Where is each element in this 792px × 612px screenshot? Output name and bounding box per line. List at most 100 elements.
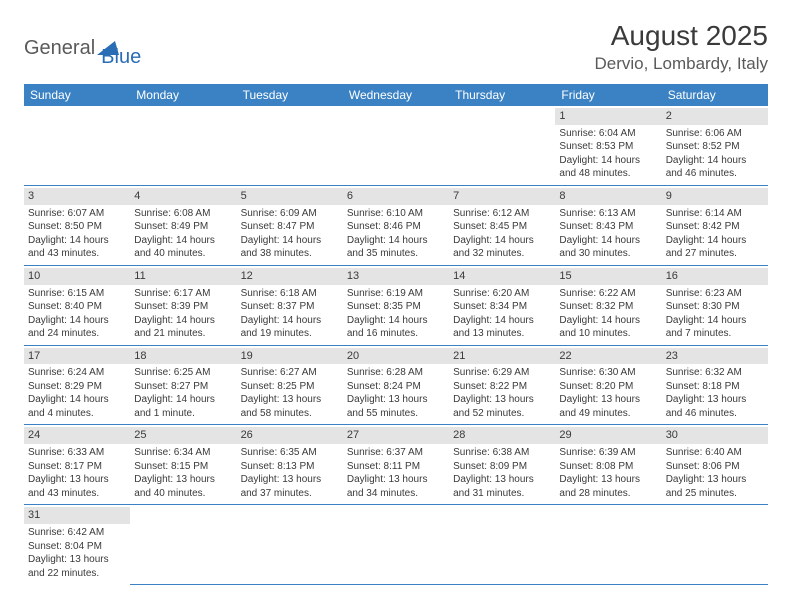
daylight-text: Daylight: 14 hours	[559, 154, 657, 168]
calendar-day: 6Sunrise: 6:10 AMSunset: 8:46 PMDaylight…	[343, 185, 449, 265]
daylight-text: and 31 minutes.	[453, 487, 551, 501]
sunrise-text: Sunrise: 6:18 AM	[241, 287, 339, 301]
sunset-text: Sunset: 8:06 PM	[666, 460, 764, 474]
daylight-text: and 10 minutes.	[559, 327, 657, 341]
daylight-text: and 43 minutes.	[28, 247, 126, 261]
daylight-text: Daylight: 14 hours	[134, 234, 232, 248]
calendar-day: 22Sunrise: 6:30 AMSunset: 8:20 PMDayligh…	[555, 345, 661, 425]
sunrise-text: Sunrise: 6:12 AM	[453, 207, 551, 221]
sunset-text: Sunset: 8:39 PM	[134, 300, 232, 314]
sunset-text: Sunset: 8:25 PM	[241, 380, 339, 394]
calendar-body: 1Sunrise: 6:04 AMSunset: 8:53 PMDaylight…	[24, 106, 768, 584]
calendar-day: 31Sunrise: 6:42 AMSunset: 8:04 PMDayligh…	[24, 505, 130, 584]
calendar-table: SundayMondayTuesdayWednesdayThursdayFrid…	[24, 84, 768, 585]
daylight-text: Daylight: 14 hours	[666, 314, 764, 328]
daylight-text: Daylight: 14 hours	[28, 234, 126, 248]
daylight-text: Daylight: 14 hours	[559, 314, 657, 328]
weekday-header: Saturday	[662, 84, 768, 106]
daylight-text: Daylight: 13 hours	[241, 473, 339, 487]
sunrise-text: Sunrise: 6:24 AM	[28, 366, 126, 380]
day-number: 8	[555, 188, 661, 205]
calendar-day-empty	[555, 505, 661, 584]
daylight-text: and 21 minutes.	[134, 327, 232, 341]
day-number: 25	[130, 427, 236, 444]
sunrise-text: Sunrise: 6:37 AM	[347, 446, 445, 460]
daylight-text: Daylight: 14 hours	[241, 234, 339, 248]
day-number: 17	[24, 348, 130, 365]
daylight-text: Daylight: 13 hours	[347, 393, 445, 407]
location: Dervio, Lombardy, Italy	[594, 54, 768, 74]
day-number: 14	[449, 268, 555, 285]
logo-text-blue: Blue	[101, 46, 141, 69]
calendar-week: 31Sunrise: 6:42 AMSunset: 8:04 PMDayligh…	[24, 505, 768, 584]
sunset-text: Sunset: 8:46 PM	[347, 220, 445, 234]
daylight-text: Daylight: 13 hours	[559, 473, 657, 487]
calendar-day-empty	[237, 106, 343, 185]
sunset-text: Sunset: 8:50 PM	[28, 220, 126, 234]
logo-text-general: General	[24, 37, 95, 60]
day-number: 6	[343, 188, 449, 205]
daylight-text: and 43 minutes.	[28, 487, 126, 501]
calendar-day: 10Sunrise: 6:15 AMSunset: 8:40 PMDayligh…	[24, 265, 130, 345]
sunset-text: Sunset: 8:52 PM	[666, 140, 764, 154]
calendar-day: 1Sunrise: 6:04 AMSunset: 8:53 PMDaylight…	[555, 106, 661, 185]
day-number: 21	[449, 348, 555, 365]
calendar-week: 3Sunrise: 6:07 AMSunset: 8:50 PMDaylight…	[24, 185, 768, 265]
calendar-day: 17Sunrise: 6:24 AMSunset: 8:29 PMDayligh…	[24, 345, 130, 425]
day-number: 31	[24, 507, 130, 524]
weekday-header: Tuesday	[237, 84, 343, 106]
daylight-text: and 22 minutes.	[28, 567, 126, 581]
weekday-header: Wednesday	[343, 84, 449, 106]
calendar-day: 18Sunrise: 6:25 AMSunset: 8:27 PMDayligh…	[130, 345, 236, 425]
calendar-day: 21Sunrise: 6:29 AMSunset: 8:22 PMDayligh…	[449, 345, 555, 425]
sunset-text: Sunset: 8:49 PM	[134, 220, 232, 234]
day-number: 29	[555, 427, 661, 444]
daylight-text: Daylight: 13 hours	[666, 393, 764, 407]
sunrise-text: Sunrise: 6:34 AM	[134, 446, 232, 460]
day-number: 20	[343, 348, 449, 365]
day-number: 27	[343, 427, 449, 444]
sunrise-text: Sunrise: 6:28 AM	[347, 366, 445, 380]
daylight-text: Daylight: 14 hours	[134, 393, 232, 407]
sunset-text: Sunset: 8:53 PM	[559, 140, 657, 154]
sunrise-text: Sunrise: 6:29 AM	[453, 366, 551, 380]
calendar-week: 17Sunrise: 6:24 AMSunset: 8:29 PMDayligh…	[24, 345, 768, 425]
daylight-text: Daylight: 13 hours	[28, 553, 126, 567]
daylight-text: and 58 minutes.	[241, 407, 339, 421]
sunrise-text: Sunrise: 6:13 AM	[559, 207, 657, 221]
daylight-text: Daylight: 13 hours	[28, 473, 126, 487]
sunset-text: Sunset: 8:37 PM	[241, 300, 339, 314]
daylight-text: and 19 minutes.	[241, 327, 339, 341]
day-number: 5	[237, 188, 343, 205]
sunrise-text: Sunrise: 6:42 AM	[28, 526, 126, 540]
sunrise-text: Sunrise: 6:32 AM	[666, 366, 764, 380]
sunrise-text: Sunrise: 6:19 AM	[347, 287, 445, 301]
daylight-text: Daylight: 13 hours	[453, 473, 551, 487]
sunset-text: Sunset: 8:20 PM	[559, 380, 657, 394]
title-block: August 2025 Dervio, Lombardy, Italy	[594, 20, 768, 74]
sunrise-text: Sunrise: 6:38 AM	[453, 446, 551, 460]
sunrise-text: Sunrise: 6:35 AM	[241, 446, 339, 460]
sunrise-text: Sunrise: 6:25 AM	[134, 366, 232, 380]
daylight-text: and 55 minutes.	[347, 407, 445, 421]
daylight-text: and 49 minutes.	[559, 407, 657, 421]
daylight-text: and 38 minutes.	[241, 247, 339, 261]
sunset-text: Sunset: 8:08 PM	[559, 460, 657, 474]
daylight-text: and 35 minutes.	[347, 247, 445, 261]
daylight-text: and 30 minutes.	[559, 247, 657, 261]
day-number: 9	[662, 188, 768, 205]
calendar-day: 27Sunrise: 6:37 AMSunset: 8:11 PMDayligh…	[343, 425, 449, 505]
sunset-text: Sunset: 8:34 PM	[453, 300, 551, 314]
daylight-text: and 13 minutes.	[453, 327, 551, 341]
calendar-day: 11Sunrise: 6:17 AMSunset: 8:39 PMDayligh…	[130, 265, 236, 345]
calendar-day: 5Sunrise: 6:09 AMSunset: 8:47 PMDaylight…	[237, 185, 343, 265]
sunrise-text: Sunrise: 6:40 AM	[666, 446, 764, 460]
daylight-text: Daylight: 14 hours	[241, 314, 339, 328]
calendar-day-empty	[130, 106, 236, 185]
day-number: 19	[237, 348, 343, 365]
calendar-day: 29Sunrise: 6:39 AMSunset: 8:08 PMDayligh…	[555, 425, 661, 505]
sunrise-text: Sunrise: 6:20 AM	[453, 287, 551, 301]
day-number: 30	[662, 427, 768, 444]
daylight-text: Daylight: 14 hours	[28, 314, 126, 328]
calendar-day-empty	[343, 505, 449, 584]
